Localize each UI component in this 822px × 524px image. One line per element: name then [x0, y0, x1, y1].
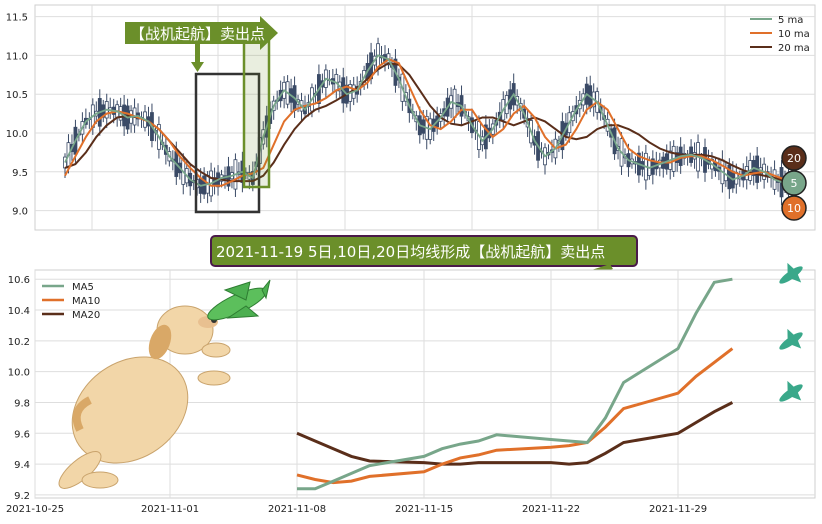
bottom-y-tick-label: 10.6: [8, 275, 30, 286]
top-y-tick-label: 9.0: [12, 207, 28, 218]
legend-MA10: MA10: [72, 296, 100, 307]
svg-text:5: 5: [791, 177, 798, 190]
bottom-x-tick-label: 2021-11-15: [395, 504, 453, 515]
legend-20ma: 20 ma: [778, 43, 810, 54]
bottom-chart: 9.29.49.69.810.010.210.410.6 2021-10-25 2…: [6, 262, 816, 515]
bottom-x-tick-label: 2021-11-08: [268, 504, 326, 515]
badge-20: [781, 145, 807, 171]
bottom-x-tick-label: 2021-11-29: [649, 504, 707, 515]
top-ma-lines: [64, 54, 786, 187]
bottom-y-tick-label: 9.2: [14, 491, 30, 502]
top-ma20-line: [64, 62, 786, 183]
legend-10ma: 10 ma: [778, 29, 810, 40]
annotation-box-green: [242, 38, 271, 189]
bottom-x-tick-label: 2021-11-01: [141, 504, 199, 515]
badge-10: [781, 195, 807, 221]
bottom-x-tick-label: 2021-10-25: [6, 504, 64, 515]
bottom-x-tick-label: 2021-11-22: [522, 504, 580, 515]
ma-badges: 20 5 10: [781, 145, 807, 221]
bottom-y-tick-label: 9.4: [14, 460, 30, 471]
bottom-ma5-line: [297, 277, 733, 491]
plane-icon-ma20: [779, 380, 803, 402]
bottom-ma-lines: [296, 277, 734, 491]
svg-text:10: 10: [787, 202, 801, 215]
banner-arrow-shape: [125, 16, 278, 50]
legend-MA5: MA5: [72, 282, 94, 293]
bottom-legend: MA5 MA10 MA20: [42, 282, 100, 321]
bottom-y-tick-label: 10.2: [8, 337, 30, 348]
badge-5: [781, 170, 807, 196]
plane-icon-ma10: [779, 328, 803, 350]
mid-banner: 2021-11-19 5日,10日,20日均线形成【战机起航】卖出点: [210, 235, 638, 285]
top-ma5-line: [64, 54, 786, 187]
toy-plane-icon: [207, 279, 271, 321]
top-y-tick-label: 10.5: [6, 90, 28, 101]
legend-MA20: MA20: [72, 310, 100, 321]
top-y-tick-label: 11.5: [6, 13, 28, 24]
banner-top-text: 【战机起航】卖出点: [130, 25, 265, 43]
dog-illustration: [58, 305, 231, 489]
bottom-y-tick-label: 9.6: [14, 429, 30, 440]
legend-5ma: 5 ma: [778, 15, 803, 26]
bottom-ma20-line: [296, 401, 734, 466]
bottom-y-ticks: 9.2 9.4 9.6 9.8 10.0 10.2 10.4 10.6: [8, 275, 30, 502]
annotation-box-dark: [194, 72, 261, 214]
top-y-ticks: 9.0 9.5 10.0 10.5 11.0 11.5: [6, 13, 28, 218]
bottom-x-ticks: 2021-10-25 2021-11-01 2021-11-08 2021-11-15…: [6, 504, 707, 515]
svg-text:20: 20: [787, 152, 801, 165]
banner-mid-text: 2021-11-19 5日,10日,20日均线形成【战机起航】卖出点: [216, 243, 605, 261]
top-legend: 5 ma 10 ma 20 ma: [750, 15, 810, 54]
bottom-y-tick-label: 10.4: [8, 306, 30, 317]
top-y-tick-label: 11.0: [6, 51, 28, 62]
plane-icon-ma5: [779, 262, 803, 284]
bottom-ma10-line: [296, 347, 734, 485]
top-y-tick-label: 9.5: [12, 168, 28, 179]
arrow-down-icon: [191, 44, 204, 72]
bottom-y-tick-label: 9.8: [14, 398, 30, 409]
bottom-y-tick-label: 10.0: [8, 368, 30, 379]
top-y-tick-label: 10.0: [6, 129, 28, 140]
top-chart: 9.0 9.5 10.0 10.5 11.0 11.5 【战机起航】卖出点 5 ma 10…: [6, 4, 816, 231]
